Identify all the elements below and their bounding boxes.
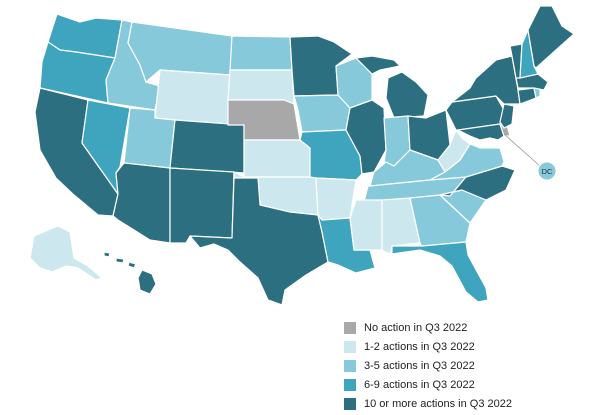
dc-leader-line: [503, 133, 541, 167]
legend-swatch: [344, 378, 356, 391]
state-nm: [169, 167, 235, 244]
state-vt: [509, 43, 523, 79]
state-ms: [349, 199, 383, 251]
legend-swatch: [344, 340, 356, 353]
legend: No action in Q3 2022 1-2 actions in Q3 2…: [344, 318, 584, 413]
legend-item: 6-9 actions in Q3 2022: [344, 375, 584, 394]
dc-label: DC: [542, 167, 553, 176]
state-ks: [243, 139, 311, 178]
legend-swatch: [344, 321, 356, 334]
state-nj: [499, 103, 515, 129]
state-ia: [293, 94, 351, 133]
legend-label: 10 or more actions in Q3 2022: [364, 397, 512, 410]
state-wv: [437, 129, 471, 173]
legend-item: 10 or more actions in Q3 2022: [344, 394, 584, 413]
state-hi: [103, 251, 157, 295]
legend-swatch: [344, 359, 356, 372]
state-co: [169, 119, 245, 174]
state-fl: [391, 241, 489, 303]
state-ny: [451, 55, 521, 105]
legend-swatch: [344, 397, 356, 410]
state-az: [112, 162, 171, 244]
legend-item: No action in Q3 2022: [344, 318, 584, 337]
state-tx: [189, 177, 329, 306]
state-la: [317, 214, 376, 274]
state-ak: [29, 225, 103, 281]
state-sd: [227, 69, 295, 105]
legend-label: 3-5 actions in Q3 2022: [364, 359, 475, 372]
legend-item: 1-2 actions in Q3 2022: [344, 337, 584, 356]
legend-label: 1-2 actions in Q3 2022: [364, 340, 475, 353]
legend-item: 3-5 actions in Q3 2022: [344, 356, 584, 375]
legend-label: 6-9 actions in Q3 2022: [364, 378, 475, 391]
state-dc-marker: [537, 161, 557, 181]
state-mi: [355, 55, 429, 119]
state-ct: [517, 87, 537, 105]
state-wy: [154, 69, 231, 126]
state-me: [527, 5, 575, 69]
state-ar: [315, 177, 357, 221]
state-nd: [229, 35, 293, 71]
legend-label: No action in Q3 2022: [364, 321, 468, 334]
